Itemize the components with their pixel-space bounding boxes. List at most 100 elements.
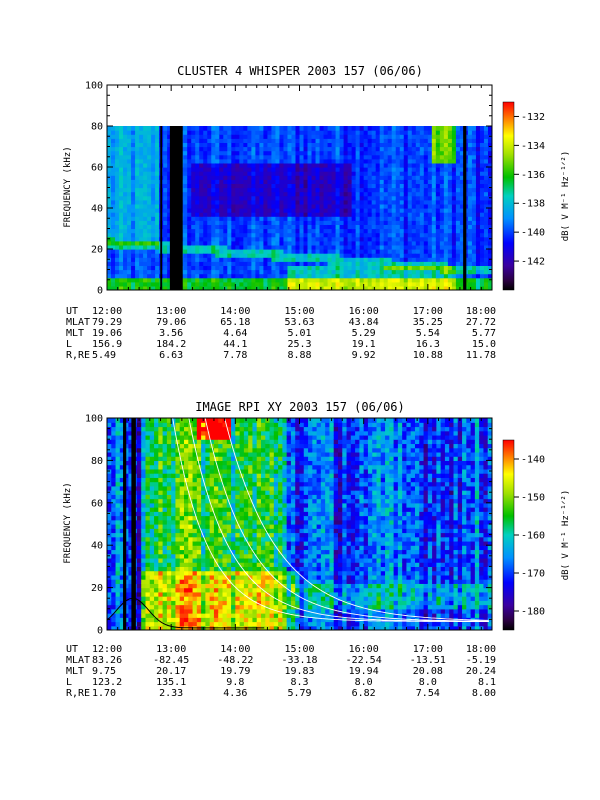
spectrogram-cell [247, 277, 252, 283]
spectrogram-cell [141, 570, 147, 576]
spectrogram-cell [311, 191, 317, 197]
spectrogram-cell [479, 257, 485, 262]
spectrogram-cell [347, 146, 353, 152]
spectrogram-cell [128, 583, 134, 589]
spectrogram-cell [419, 216, 425, 221]
spectrogram-cell [215, 265, 220, 271]
x-tick-label: 17:00 [413, 306, 443, 317]
spectrogram-cell [145, 600, 151, 606]
spectrogram-cell [107, 285, 112, 290]
spectrogram-cell [239, 146, 244, 152]
spectrogram-cell [211, 281, 216, 287]
spectrogram-cell [135, 130, 140, 135]
spectrogram-cell [149, 545, 155, 551]
spectrogram-cell [431, 162, 437, 168]
spectrogram-cell [291, 150, 297, 156]
spectrogram-cell [291, 257, 297, 262]
spectrogram-cell [355, 187, 361, 193]
spectrogram-cell [167, 158, 172, 164]
spectrogram-cell [427, 269, 433, 275]
spectrogram-cell [141, 460, 147, 466]
spectrogram-cell [363, 199, 369, 205]
spectrogram-cell [307, 195, 313, 201]
colorbar-scale [502, 101, 515, 291]
spectrogram-cell [124, 456, 129, 461]
spectrogram-cell [375, 138, 381, 143]
spectrogram-cell [115, 473, 121, 478]
spectrogram-cell [219, 261, 224, 266]
spectrogram-cell [127, 199, 132, 205]
spectrogram-cell [391, 269, 397, 275]
spectrogram-cell [339, 191, 345, 197]
spectrogram-cell [327, 212, 333, 217]
spectrogram-cell [175, 439, 181, 445]
ephemeris-value: 15.0 [472, 339, 496, 350]
spectrogram-cell [128, 456, 134, 461]
spectrogram-cell [123, 142, 128, 148]
spectrogram-cell [219, 134, 224, 139]
spectrogram-cell [459, 212, 465, 217]
spectrogram-cell [483, 236, 489, 242]
spectrogram-cell [291, 212, 297, 217]
spectrogram-cell [435, 240, 441, 246]
spectrogram-cell [158, 502, 164, 508]
spectrogram-cell [131, 253, 136, 258]
spectrogram-cell [115, 443, 121, 449]
spectrogram-cell [127, 146, 132, 152]
spectrogram-cell [123, 232, 128, 238]
spectrogram-cell [115, 507, 121, 512]
spectrogram-cell [199, 150, 204, 156]
spectrogram-cell [299, 142, 305, 148]
spectrogram-cell [399, 216, 405, 221]
spectrogram-cell [243, 240, 248, 246]
spectrogram-cell [119, 583, 125, 589]
spectrogram-cell [279, 203, 285, 209]
spectrogram-cell [347, 126, 353, 131]
spectrogram-cell [443, 265, 449, 271]
spectrogram-cell [303, 138, 309, 143]
spectrogram-cell [158, 460, 164, 466]
spectrogram-cell [327, 269, 333, 275]
spectrogram-cell [331, 162, 337, 168]
spectrogram-cell [331, 208, 337, 213]
spectrogram-cell [195, 273, 200, 279]
spectrogram-cell [179, 553, 185, 559]
spectrogram-cell [263, 216, 269, 221]
spectrogram-cell [158, 621, 164, 627]
spectrogram-cell [379, 216, 385, 221]
spectrogram-cell [171, 473, 177, 478]
spectrogram-cell [427, 130, 433, 135]
spectrogram-cell [149, 456, 155, 461]
spectrogram-cell [471, 154, 477, 160]
spectrogram-cell [359, 191, 365, 197]
spectrogram-cell [154, 460, 159, 466]
spectrogram-cell [175, 490, 181, 495]
spectrogram-cell [191, 277, 196, 283]
spectrogram-cell [231, 138, 236, 143]
spectrogram-cell [379, 257, 385, 262]
spectrogram-cell [303, 130, 309, 135]
spectrogram-cell [447, 277, 453, 283]
spectrogram-cell [411, 191, 417, 197]
spectrogram-cell [399, 142, 405, 148]
spectrogram-cell [347, 167, 353, 172]
spectrogram-cell [287, 277, 293, 283]
spectrogram-cell [235, 249, 240, 254]
spectrogram-cell [247, 158, 252, 164]
spectrogram-cell [479, 261, 485, 266]
spectrogram-cell [339, 224, 345, 230]
spectrogram-cell [119, 468, 125, 474]
spectrogram-cell [323, 232, 329, 238]
ephemeris-value: 9.92 [352, 350, 376, 361]
spectrogram-cell [379, 253, 385, 258]
spectrogram-cell [124, 507, 129, 512]
spectrogram-cell [311, 158, 317, 164]
spectrogram-cell [487, 191, 492, 197]
spectrogram-cell [387, 281, 393, 287]
spectrogram-cell [162, 507, 168, 512]
spectrogram-cell [191, 142, 196, 148]
spectrogram-cell [239, 134, 244, 139]
spectrogram-cell [431, 285, 437, 290]
spectrogram-cell [107, 443, 112, 449]
spectrogram-cell [471, 273, 477, 279]
